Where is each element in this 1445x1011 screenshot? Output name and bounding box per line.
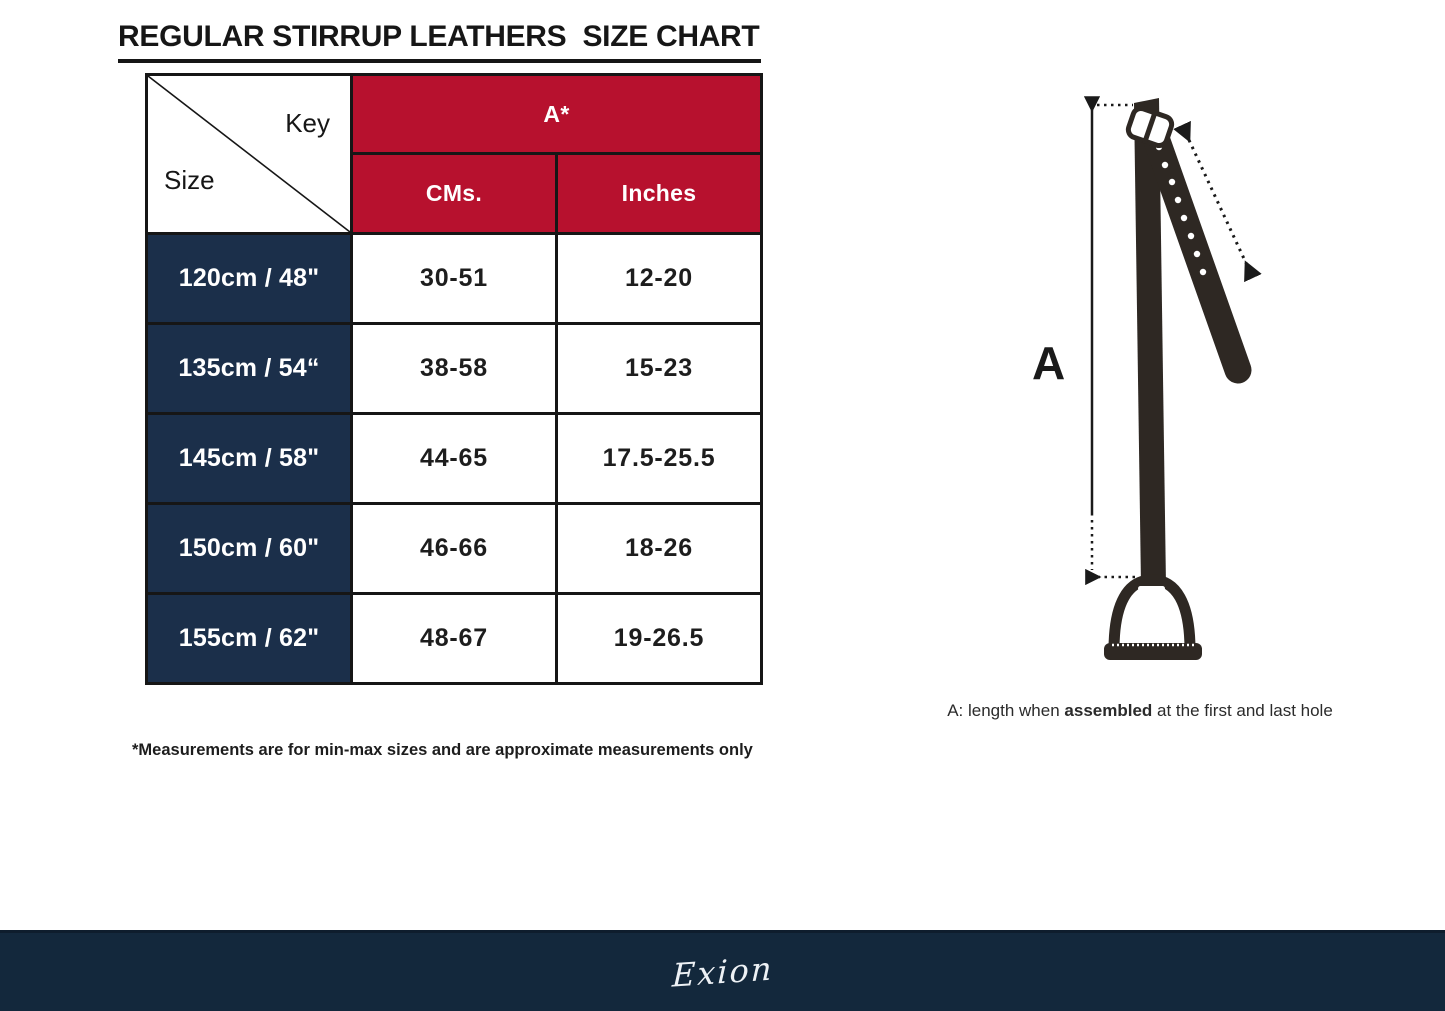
row-size-label: 120cm / 48" — [148, 235, 350, 322]
row-cms-value: 38-58 — [353, 325, 555, 412]
size-chart-table: Key Size A* CMs. Inches 120cm / 48" 30-5… — [145, 73, 763, 685]
buckle — [1125, 105, 1175, 149]
measure-arrow-diagonal — [1173, 120, 1262, 283]
column-group-header-a: A* — [353, 76, 760, 152]
diagram-label-a: A — [1032, 337, 1065, 389]
footer-band: Exion — [0, 930, 1445, 1011]
corner-key-label: Key — [285, 108, 330, 138]
row-inches-value: 19-26.5 — [558, 595, 760, 682]
row-inches-value: 18-26 — [558, 505, 760, 592]
row-inches-value: 12-20 — [558, 235, 760, 322]
stirrup-iron — [1104, 574, 1202, 660]
page-title: REGULAR STIRRUP LEATHERS SIZE CHART — [118, 20, 762, 64]
row-cms-value: 48-67 — [353, 595, 555, 682]
stirrup-leather-strap — [1134, 98, 1166, 586]
brand-logo: Exion — [671, 949, 774, 995]
row-cms-value: 46-66 — [353, 505, 555, 592]
diagram-caption: A: length when assembled at the first an… — [900, 701, 1380, 721]
row-inches-value: 15-23 — [558, 325, 760, 412]
measurements-footnote: *Measurements are for min-max sizes and … — [132, 740, 753, 759]
row-cms-value: 44-65 — [353, 415, 555, 502]
caption-prefix: A: length when — [947, 701, 1065, 720]
row-size-label: 135cm / 54“ — [148, 325, 350, 412]
column-header-inches: Inches — [558, 155, 760, 232]
measure-arrow-vertical — [1083, 96, 1135, 586]
row-cms-value: 30-51 — [353, 235, 555, 322]
row-size-label: 155cm / 62" — [148, 595, 350, 682]
stirrup-leather-diagram: A — [1032, 96, 1262, 660]
caption-suffix: at the first and last hole — [1152, 701, 1333, 720]
corner-size-label: Size — [164, 165, 215, 195]
corner-header-cell: Key Size — [148, 76, 350, 232]
row-size-label: 145cm / 58" — [148, 415, 350, 502]
buckled-strap — [1137, 110, 1252, 384]
diagonal-divider — [148, 76, 350, 232]
row-inches-value: 17.5-25.5 — [558, 415, 760, 502]
caption-bold-word: assembled — [1064, 701, 1153, 720]
row-size-label: 150cm / 60" — [148, 505, 350, 592]
column-header-cms: CMs. — [353, 155, 555, 232]
